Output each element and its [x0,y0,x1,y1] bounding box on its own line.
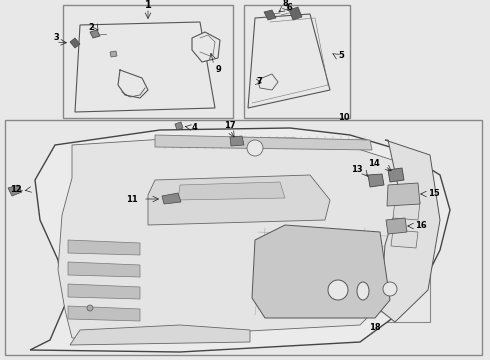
Text: 4: 4 [192,123,198,132]
Text: 7: 7 [256,77,262,86]
Polygon shape [178,182,285,200]
Bar [318,262,430,322]
Ellipse shape [357,282,369,300]
Polygon shape [68,262,140,277]
Polygon shape [175,122,183,130]
Polygon shape [393,200,420,220]
Text: 15: 15 [428,189,440,198]
Text: 11: 11 [126,194,138,203]
Circle shape [328,280,348,300]
Polygon shape [391,230,418,248]
Polygon shape [68,240,140,255]
Text: 17: 17 [224,122,236,130]
Polygon shape [90,30,100,38]
Text: 9: 9 [215,66,221,75]
Polygon shape [70,38,80,48]
Circle shape [87,305,93,311]
Text: 12: 12 [10,185,22,194]
Polygon shape [387,183,420,206]
Text: 10: 10 [338,113,350,122]
Polygon shape [258,74,278,90]
Polygon shape [248,14,330,108]
Polygon shape [289,7,302,20]
Text: 16: 16 [415,221,427,230]
Text: 3: 3 [53,33,59,42]
Text: 14: 14 [368,159,380,168]
Text: 1: 1 [145,0,151,10]
Polygon shape [162,193,181,204]
Text: 6: 6 [286,4,292,13]
Bar [63,5,233,118]
Polygon shape [68,284,140,299]
Text: 5: 5 [338,50,344,59]
Polygon shape [368,174,384,187]
Text: 8: 8 [282,0,288,9]
Bar [244,5,350,118]
Polygon shape [380,140,440,322]
Circle shape [247,140,263,156]
Polygon shape [230,136,244,146]
Polygon shape [70,325,250,345]
Polygon shape [58,138,430,338]
Polygon shape [252,225,390,318]
Circle shape [383,282,397,296]
Polygon shape [110,51,117,57]
Text: 2: 2 [88,22,94,31]
Text: 18: 18 [369,324,381,333]
Polygon shape [68,306,140,321]
Polygon shape [388,168,404,182]
Polygon shape [155,135,372,150]
Polygon shape [30,128,450,352]
Polygon shape [386,218,407,234]
Text: 13: 13 [351,165,363,174]
Polygon shape [192,32,220,62]
Bar [5,120,482,355]
Polygon shape [8,185,22,196]
Polygon shape [75,22,215,112]
Polygon shape [148,175,330,225]
Polygon shape [264,10,276,20]
